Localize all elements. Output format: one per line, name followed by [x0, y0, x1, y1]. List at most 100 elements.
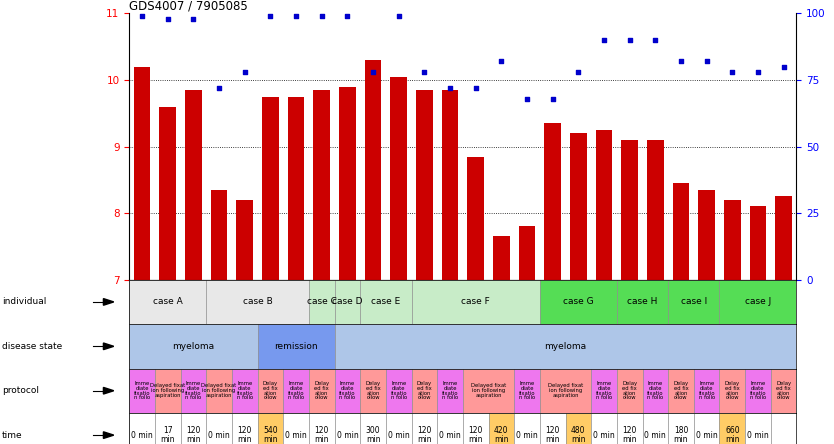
Bar — [206, 413, 232, 444]
Text: 420
min: 420 min — [494, 426, 509, 444]
Text: Delayed fixat
ion following
aspiration: Delayed fixat ion following aspiration — [548, 384, 583, 398]
Bar — [437, 413, 463, 444]
Bar — [411, 369, 437, 413]
Text: Imme
diate
fixatio
n follo: Imme diate fixatio n follo — [237, 381, 253, 400]
Text: case A: case A — [153, 297, 183, 306]
Bar — [232, 369, 258, 413]
Polygon shape — [103, 298, 113, 305]
Point — [392, 12, 405, 20]
Bar — [129, 369, 155, 413]
Bar — [386, 369, 411, 413]
Bar — [720, 413, 745, 444]
Point — [520, 95, 534, 102]
Point — [238, 68, 251, 75]
Bar — [617, 280, 668, 324]
Bar — [309, 280, 334, 324]
Bar — [771, 369, 796, 413]
Text: 120
min: 120 min — [186, 426, 201, 444]
Bar — [642, 413, 668, 444]
Bar — [129, 413, 155, 444]
Bar — [745, 369, 771, 413]
Point — [213, 84, 226, 91]
Text: Imme
diate
fixatio
n follo: Imme diate fixatio n follo — [698, 381, 715, 400]
Bar — [284, 369, 309, 413]
Bar — [416, 90, 433, 280]
Bar — [309, 413, 334, 444]
Text: Delayed fixat
ion following
aspiration: Delayed fixat ion following aspiration — [150, 384, 185, 398]
Point — [469, 84, 482, 91]
Bar — [360, 369, 386, 413]
Bar — [236, 200, 253, 280]
Bar — [232, 413, 258, 444]
Point — [649, 36, 662, 44]
Bar — [155, 369, 181, 413]
Text: Imme
diate
fixatio
n follo: Imme diate fixatio n follo — [339, 381, 355, 400]
Bar — [540, 413, 565, 444]
Bar — [750, 206, 766, 280]
Text: %: % — [833, 2, 834, 12]
Text: 17
min: 17 min — [160, 426, 175, 444]
Point — [597, 36, 610, 44]
Point — [495, 58, 508, 65]
Text: 0 min: 0 min — [208, 431, 230, 440]
Text: Delay
ed fix
ation
ollow: Delay ed fix ation ollow — [365, 381, 380, 400]
Bar — [519, 226, 535, 280]
Polygon shape — [103, 343, 113, 350]
Text: Imme
diate
fixatio
n follo: Imme diate fixatio n follo — [390, 381, 407, 400]
Point — [366, 68, 379, 75]
Text: case F: case F — [461, 297, 490, 306]
Point — [675, 58, 688, 65]
Text: 120
min: 120 min — [469, 426, 483, 444]
Bar — [411, 413, 437, 444]
Bar — [339, 87, 356, 280]
Bar — [181, 369, 206, 413]
Bar — [442, 90, 459, 280]
Polygon shape — [103, 432, 113, 439]
Point — [264, 12, 277, 20]
Text: case J: case J — [745, 297, 771, 306]
Bar — [159, 107, 176, 280]
Bar — [668, 369, 694, 413]
Point — [623, 36, 636, 44]
Bar — [515, 413, 540, 444]
Text: 0 min: 0 min — [336, 431, 359, 440]
Text: case H: case H — [627, 297, 658, 306]
Text: 0 min: 0 min — [388, 431, 409, 440]
Bar — [206, 369, 232, 413]
Text: remission: remission — [274, 342, 318, 351]
Text: 120
min: 120 min — [622, 426, 637, 444]
Text: individual: individual — [2, 297, 46, 306]
Text: 480
min: 480 min — [571, 426, 585, 444]
Text: GDS4007 / 7905085: GDS4007 / 7905085 — [129, 0, 248, 12]
Bar — [334, 324, 796, 369]
Text: Delay
ed fix
ation
ollow: Delay ed fix ation ollow — [776, 381, 791, 400]
Bar — [617, 413, 642, 444]
Bar — [334, 369, 360, 413]
Bar — [591, 369, 617, 413]
Bar — [334, 280, 360, 324]
Point — [571, 68, 585, 75]
Bar — [565, 413, 591, 444]
Text: 0 min: 0 min — [747, 431, 769, 440]
Text: 120
min: 120 min — [238, 426, 252, 444]
Bar — [129, 280, 206, 324]
Point — [777, 63, 791, 70]
Bar — [463, 369, 515, 413]
Text: Imme
diate
fixatio
n follo: Imme diate fixatio n follo — [288, 381, 304, 400]
Bar — [745, 413, 771, 444]
Text: case I: case I — [681, 297, 707, 306]
Text: 0 min: 0 min — [516, 431, 538, 440]
Point — [751, 68, 765, 75]
Text: case E: case E — [371, 297, 400, 306]
Text: 0 min: 0 min — [285, 431, 307, 440]
Point — [341, 12, 354, 20]
Text: 180
min: 180 min — [674, 426, 688, 444]
Text: Imme
diate
fixatio
n follo: Imme diate fixatio n follo — [750, 381, 766, 400]
Text: disease state: disease state — [2, 342, 62, 351]
Bar — [720, 280, 796, 324]
Text: 660
min: 660 min — [725, 426, 740, 444]
Text: case C: case C — [307, 297, 337, 306]
Text: Delay
ed fix
ation
ollow: Delay ed fix ation ollow — [622, 381, 637, 400]
Point — [315, 12, 329, 20]
Bar — [493, 236, 510, 280]
